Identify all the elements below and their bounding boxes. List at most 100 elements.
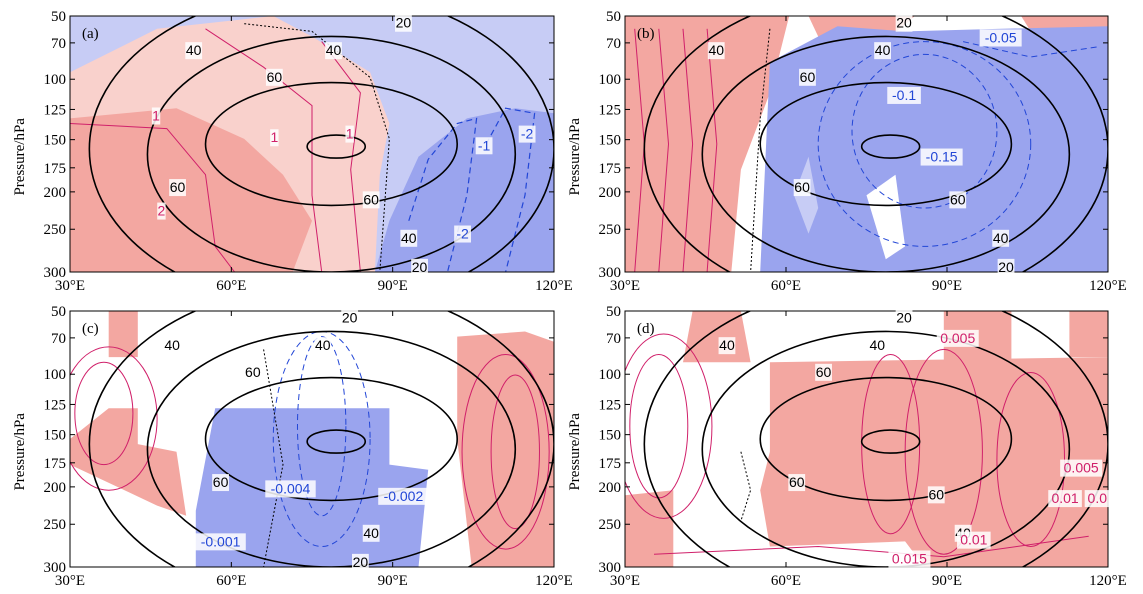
contour-label: -0.15 <box>926 149 958 165</box>
contour-label-bg <box>185 42 203 60</box>
contour-zero <box>750 28 771 272</box>
contour-label: 40 <box>719 337 735 353</box>
y-tick-label: 200 <box>44 480 67 496</box>
contour-label-bg <box>195 533 246 551</box>
y-axis-label: Pressure/hPa <box>12 413 28 491</box>
contour-60 <box>204 81 458 207</box>
contour-core <box>306 429 367 454</box>
y-tick-label: 250 <box>44 517 67 533</box>
contour-label-bg <box>992 229 1010 247</box>
y-tick-label: 50 <box>51 304 66 320</box>
x-tick-label: 60°E <box>771 278 801 294</box>
x-tick-label: 30°E <box>610 573 640 589</box>
contour-label-bg <box>949 191 967 209</box>
contour-label: -0.004 <box>271 480 311 496</box>
y-tick-label: 50 <box>606 9 621 25</box>
contour-negative <box>851 53 998 209</box>
y-tick-label: 150 <box>44 133 67 149</box>
contour-label-bg <box>352 553 369 571</box>
contour-label-bg <box>325 42 342 60</box>
contour-label-bg <box>411 258 428 276</box>
y-tick-label: 100 <box>599 367 622 383</box>
contour-label-bg <box>475 137 493 155</box>
contour-label: 60 <box>950 191 966 207</box>
y-tick-label: 125 <box>599 102 622 118</box>
y-tick-label: 250 <box>44 222 67 238</box>
contour-label: 40 <box>875 42 891 58</box>
shade-positive-left <box>70 408 187 516</box>
contour-label-bg <box>400 229 418 247</box>
contour-label: 20 <box>396 15 412 31</box>
y-tick-label: 70 <box>51 331 66 347</box>
contour-label: -0.002 <box>384 488 424 504</box>
y-tick-label: 300 <box>599 265 622 281</box>
contour-label: -2 <box>456 226 469 242</box>
contour-label: 40 <box>401 230 417 246</box>
y-tick-label: 175 <box>599 161 622 177</box>
contour-60 <box>204 376 458 502</box>
contour-label: 2 <box>158 203 166 219</box>
y-tick-label: 150 <box>599 133 622 149</box>
y-tick-label: 300 <box>44 265 67 281</box>
contour-label-bg <box>957 531 991 549</box>
contour-positive <box>490 374 540 530</box>
contour-label: 20 <box>896 310 912 326</box>
contour-label-bg <box>345 125 354 143</box>
contour-label-bg <box>265 480 316 498</box>
contour-label-bg <box>707 42 725 60</box>
contour-positive <box>74 361 134 466</box>
contour-positive <box>682 28 694 272</box>
x-tick-label: 120°E <box>1089 278 1127 294</box>
x-tick-label: 120°E <box>535 573 573 589</box>
panel-b: 20 40 40 60 60 60 40 20 -0.05 -0.1 -0.15 (b) 50 70 100… <box>567 9 1127 294</box>
contour-label-bg <box>395 14 412 32</box>
contour-positive <box>706 28 718 272</box>
panel-frame <box>69 15 555 273</box>
contour-positive <box>321 41 361 272</box>
contour-40 <box>701 35 1071 272</box>
y-tick-label: 100 <box>599 72 622 88</box>
contour-core <box>860 134 921 159</box>
shade-positive-left-top <box>108 311 138 358</box>
contour-label-bg <box>718 337 736 355</box>
contour-label-bg <box>979 29 1022 47</box>
contour-label-bg <box>888 550 931 568</box>
x-tick-label: 60°E <box>216 573 246 589</box>
contour-label-bg <box>788 474 806 492</box>
contour-label: 0.015 <box>892 550 927 566</box>
y-axis-label: Pressure/hPa <box>567 118 583 196</box>
contour-label: 40 <box>164 337 180 353</box>
panel-label: (a) <box>82 26 99 42</box>
contour-zero <box>740 451 752 522</box>
panel-frame <box>69 310 555 568</box>
contour-label-bg <box>265 68 283 86</box>
x-tick-label: 120°E <box>535 278 573 294</box>
contour-label-bg <box>799 68 816 86</box>
y-tick-label: 175 <box>599 456 622 472</box>
shade-negative <box>374 108 554 272</box>
y-tick-label: 200 <box>599 480 622 496</box>
contour-label-bg <box>212 474 229 492</box>
panel-plot-area <box>625 311 1108 567</box>
x-tick-label: 30°E <box>55 573 85 589</box>
contour-label: 60 <box>794 179 810 195</box>
contour-label-bg <box>1060 459 1103 477</box>
y-tick-label: 50 <box>606 304 621 320</box>
contour-label-bg <box>151 107 161 125</box>
contour-label-bg <box>895 309 913 327</box>
contour-label: 60 <box>816 364 832 380</box>
shade-positive-top-left <box>683 311 751 363</box>
contour-label-bg <box>362 524 380 542</box>
panel-plot-area <box>70 311 554 567</box>
contour-label-bg <box>244 363 262 381</box>
contour-negative <box>296 336 347 517</box>
panel-label: (c) <box>82 321 99 337</box>
contour-label-bg <box>895 14 913 32</box>
contour-label: 60 <box>800 69 816 85</box>
contour-positive <box>996 371 1066 548</box>
contour-label-bg <box>868 337 886 355</box>
y-tick-label: 300 <box>599 560 622 576</box>
contour-negative <box>408 117 478 272</box>
panel-c: 20 40 40 60 60 40 20 -0.004 -0.002 -0.001 (c) 50 70 1… <box>12 304 573 589</box>
shade-positive-bottom-left <box>625 490 674 567</box>
